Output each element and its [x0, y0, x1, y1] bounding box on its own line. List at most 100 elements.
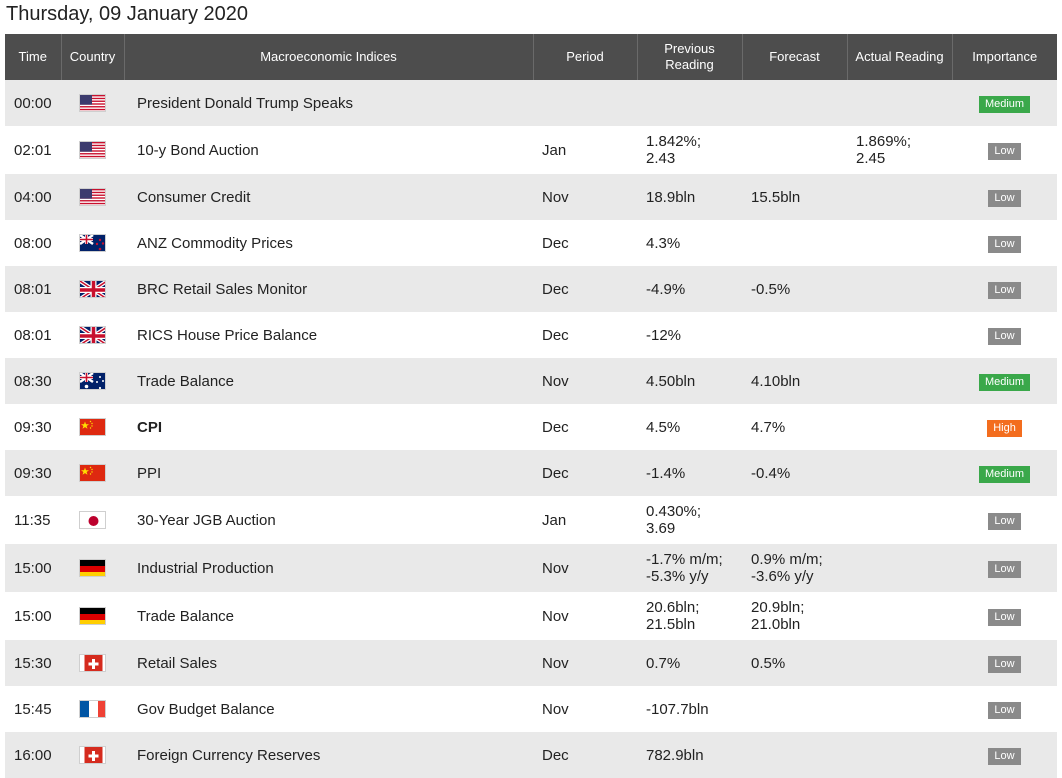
- period-cell: Dec: [533, 220, 637, 266]
- actual-value-line2: 2.45: [856, 150, 885, 167]
- time-cell: 08:30: [5, 358, 61, 404]
- period-cell: Nov: [533, 544, 637, 592]
- time-cell: 15:00: [5, 544, 61, 592]
- period-cell: Dec: [533, 266, 637, 312]
- previous-cell: 0.7%: [637, 640, 742, 686]
- index-name[interactable]: RICS House Price Balance: [124, 312, 533, 358]
- country-cell: [61, 358, 124, 404]
- previous-value-line2: -5.3% y/y: [646, 568, 709, 585]
- header-indices[interactable]: Macroeconomic Indices: [124, 34, 533, 80]
- previous-cell: 4.3%: [637, 220, 742, 266]
- header-importance[interactable]: Importance: [952, 34, 1057, 80]
- importance-cell: Low: [952, 496, 1057, 544]
- forecast-cell: 0.9% m/m;-3.6% y/y: [742, 544, 847, 592]
- header-country[interactable]: Country: [61, 34, 124, 80]
- previous-value-line1: 782.9bln: [646, 747, 704, 764]
- country-cell: [61, 496, 124, 544]
- previous-cell: -1.7% m/m;-5.3% y/y: [637, 544, 742, 592]
- previous-value-line2: 21.5bln: [646, 616, 695, 633]
- period-cell: Nov: [533, 358, 637, 404]
- previous-value-line1: -1.7% m/m;: [646, 551, 723, 568]
- index-name[interactable]: Retail Sales: [124, 640, 533, 686]
- index-name[interactable]: 10-y Bond Auction: [124, 126, 533, 174]
- index-name[interactable]: Gov Budget Balance: [124, 686, 533, 732]
- forecast-value-line1: -0.5%: [751, 281, 790, 298]
- index-name[interactable]: ANZ Commodity Prices: [124, 220, 533, 266]
- actual-value-line1: 1.869%;: [856, 133, 911, 150]
- previous-cell: -12%: [637, 312, 742, 358]
- previous-value-line1: -107.7bln: [646, 701, 709, 718]
- index-name[interactable]: Trade Balance: [124, 592, 533, 640]
- importance-cell: Low: [952, 640, 1057, 686]
- importance-badge: Low: [988, 282, 1020, 299]
- forecast-value-line1: 4.7%: [751, 419, 785, 436]
- actual-cell: [847, 80, 952, 126]
- forecast-value-line1: 20.9bln;: [751, 599, 804, 616]
- index-name[interactable]: BRC Retail Sales Monitor: [124, 266, 533, 312]
- importance-badge: Medium: [979, 374, 1030, 391]
- cn-flag-icon: [79, 464, 106, 482]
- index-name[interactable]: PPI: [124, 450, 533, 496]
- de-flag-icon: [79, 607, 106, 625]
- previous-value-line1: 18.9bln: [646, 189, 695, 206]
- importance-cell: Low: [952, 544, 1057, 592]
- forecast-value-line1: -0.4%: [751, 465, 790, 482]
- time-cell: 15:30: [5, 640, 61, 686]
- index-name[interactable]: President Donald Trump Speaks: [124, 80, 533, 126]
- previous-cell: -1.4%: [637, 450, 742, 496]
- index-name[interactable]: 30-Year JGB Auction: [124, 496, 533, 544]
- forecast-cell: [742, 80, 847, 126]
- nz-flag-icon: [79, 234, 106, 252]
- actual-cell: [847, 220, 952, 266]
- period-cell: Jan: [533, 496, 637, 544]
- importance-cell: Low: [952, 732, 1057, 778]
- header-period[interactable]: Period: [533, 34, 637, 80]
- country-cell: [61, 592, 124, 640]
- forecast-cell: 4.10bln: [742, 358, 847, 404]
- forecast-value-line1: 15.5bln: [751, 189, 800, 206]
- fr-flag-icon: [79, 700, 106, 718]
- index-name[interactable]: Industrial Production: [124, 544, 533, 592]
- actual-cell: [847, 312, 952, 358]
- index-name[interactable]: Consumer Credit: [124, 174, 533, 220]
- forecast-cell: [742, 126, 847, 174]
- forecast-cell: -0.4%: [742, 450, 847, 496]
- actual-cell: [847, 732, 952, 778]
- forecast-value-line2: -3.6% y/y: [751, 568, 814, 585]
- previous-cell: 0.430%;3.69: [637, 496, 742, 544]
- time-cell: 08:01: [5, 312, 61, 358]
- importance-badge: Low: [988, 656, 1020, 673]
- ch-flag-icon: [79, 654, 106, 672]
- previous-value-line1: -12%: [646, 327, 681, 344]
- actual-cell: [847, 640, 952, 686]
- importance-cell: Low: [952, 174, 1057, 220]
- index-name[interactable]: Foreign Currency Reserves: [124, 732, 533, 778]
- de-flag-icon: [79, 559, 106, 577]
- actual-cell: [847, 266, 952, 312]
- actual-cell: [847, 496, 952, 544]
- header-actual[interactable]: Actual Reading: [847, 34, 952, 80]
- previous-value-line1: 4.50bln: [646, 373, 695, 390]
- header-forecast[interactable]: Forecast: [742, 34, 847, 80]
- index-name[interactable]: CPI: [124, 404, 533, 450]
- header-time[interactable]: Time: [5, 34, 61, 80]
- index-name[interactable]: Trade Balance: [124, 358, 533, 404]
- period-cell: Dec: [533, 404, 637, 450]
- previous-value-line1: -4.9%: [646, 281, 685, 298]
